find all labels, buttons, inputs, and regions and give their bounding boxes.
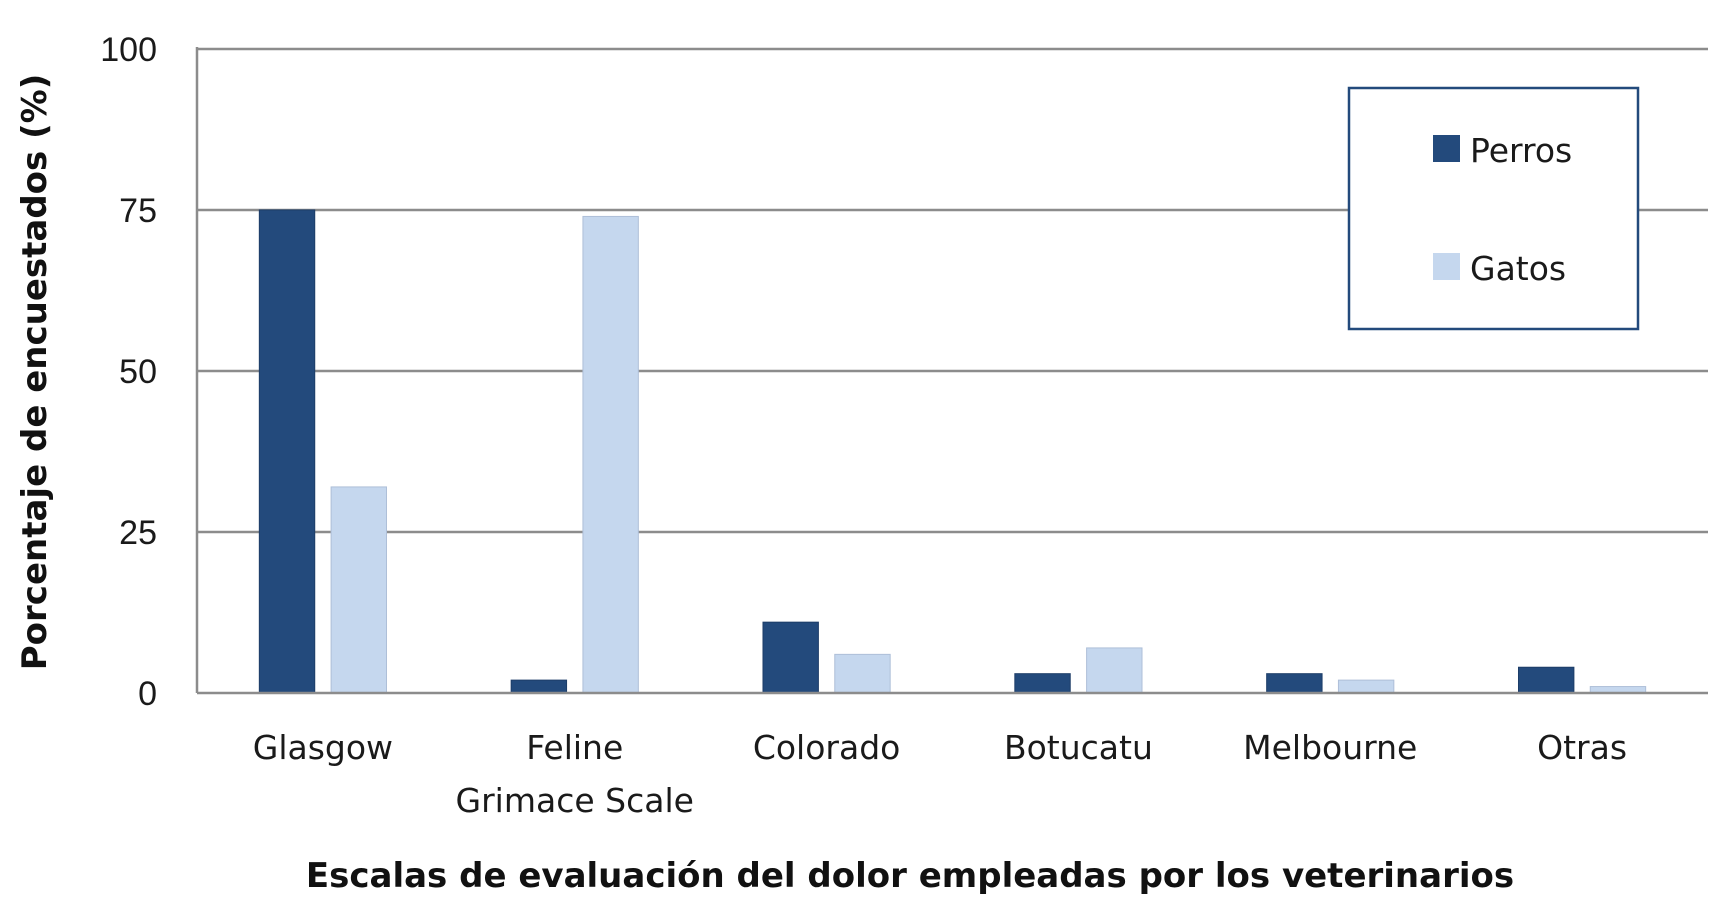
bar-perros	[762, 621, 819, 694]
bars	[258, 209, 1647, 694]
legend: Perros Gatos	[1347, 86, 1640, 331]
bar-gatos	[1337, 679, 1395, 694]
legend-swatch-gatos	[1433, 253, 1460, 280]
bar-perros	[258, 209, 316, 694]
y-tick-label: 0	[138, 675, 157, 713]
bar-gatos	[1086, 647, 1143, 694]
x-tick-label: Grimace Scale	[456, 781, 694, 820]
y-tick-label: 75	[119, 192, 157, 230]
bar-gatos	[582, 215, 639, 694]
legend-label-perros: Perros	[1470, 131, 1572, 170]
y-tick-label: 100	[100, 31, 157, 69]
x-tick-label: Otras	[1537, 728, 1627, 767]
legend-box	[1347, 86, 1640, 331]
x-tick-label: Melbourne	[1243, 728, 1417, 767]
legend-label-gatos: Gatos	[1470, 249, 1566, 288]
bar-gatos	[330, 486, 388, 694]
bar-perros	[510, 679, 568, 694]
y-tick-label: 50	[119, 353, 157, 391]
x-tick-label: Glasgow	[253, 728, 393, 767]
gridlines	[197, 47, 1708, 534]
labels: 0 25 50 75 100 Glasgow Feline Grimace Scale Colo…	[100, 31, 1627, 820]
y-axis-title: Porcentaje de encuestados (%)	[15, 74, 55, 670]
x-tick-label: Botucatu	[1004, 728, 1153, 767]
y-tick-label: 25	[119, 514, 157, 552]
bar-gatos	[834, 653, 891, 694]
axes	[195, 47, 1708, 695]
bar-perros	[1517, 666, 1575, 694]
x-tick-label: Feline	[526, 728, 623, 767]
legend-swatch-perros	[1433, 135, 1460, 162]
bar-perros	[1266, 673, 1323, 694]
x-axis-title: Escalas de evaluación del dolor empleada…	[306, 856, 1514, 896]
x-tick-label: Colorado	[753, 728, 901, 767]
bar-perros	[1014, 673, 1071, 694]
